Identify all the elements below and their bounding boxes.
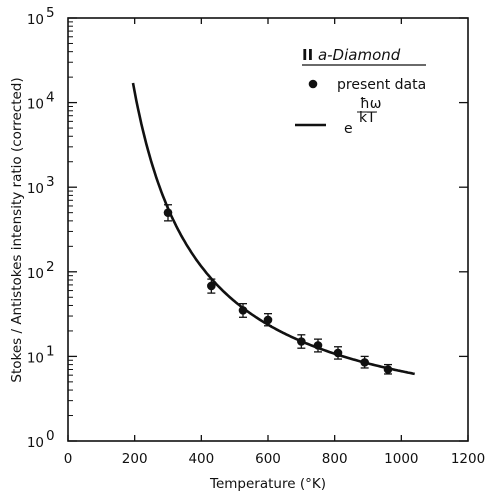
y-minor-ticks [68,21,73,417]
legend-title-text: a-Diamond [313,46,401,64]
data-point-8 [383,365,393,374]
y-tick-exp-3: 3 [46,174,55,190]
x-tick-label-6: 1200 [451,451,485,467]
y-tick-exp-1: 1 [46,343,55,359]
data-point-3 [263,315,273,325]
legend-label-exp-num: ħω [360,96,381,112]
x-tick-label-5: 1000 [384,451,418,467]
data-points [163,204,393,375]
legend-label-present-data: present data [337,77,426,93]
data-point-5 [313,341,323,350]
data-point-6 [333,348,343,358]
legend-label-exp-base: e [344,121,353,137]
data-point-7 [360,358,369,367]
legend-title-roman: II [302,46,313,64]
legend: II a-Diamond present data e ħω kT [295,46,426,137]
y-tick-label-0: 10 [27,435,44,451]
x-axis-label: Temperature (°K) [209,476,326,492]
y-tick-exp-5: 5 [46,5,55,21]
x-tick-label-1: 200 [122,451,148,467]
data-point-0 [163,208,173,217]
y-tick-label-1: 10 [27,350,44,366]
y-tick-base-0: 10 [27,435,44,451]
y-tick-label-2: 10 [27,266,44,282]
y-tick-base-1: 10 [27,350,44,366]
x-ticks: 0 200 400 600 800 1000 1200 [64,18,485,467]
y-tick-exp-2: 2 [46,259,55,275]
legend-title: II a-Diamond [302,46,401,64]
x-tick-label-0: 0 [64,451,73,467]
y-tick-base-5: 10 [27,12,44,28]
data-point-1 [207,281,216,291]
data-point-2 [238,306,248,315]
y-tick-base-4: 10 [27,97,44,113]
y-tick-base-3: 10 [27,181,44,197]
data-point-4 [297,337,306,346]
y-tick-base-2: 10 [27,266,44,282]
y-tick-label-3: 10 [27,181,44,197]
theory-curve [131,82,415,376]
legend-dot-marker [308,79,318,89]
x-tick-label-2: 400 [188,451,214,467]
y-axis-label: Stokes / Antistokes intensity ratio (cor… [9,77,25,382]
y-tick-exp-4: 4 [46,90,55,106]
x-tick-label-3: 600 [255,451,281,467]
y-tick-exp-0: 0 [46,428,55,444]
legend-label-exp-den: kT [359,110,376,126]
x-tick-label-4: 800 [322,451,348,467]
y-tick-label-5: 10 [27,12,44,28]
theory-curve-line [131,82,415,376]
y-tick-label-4: 10 [27,97,44,113]
